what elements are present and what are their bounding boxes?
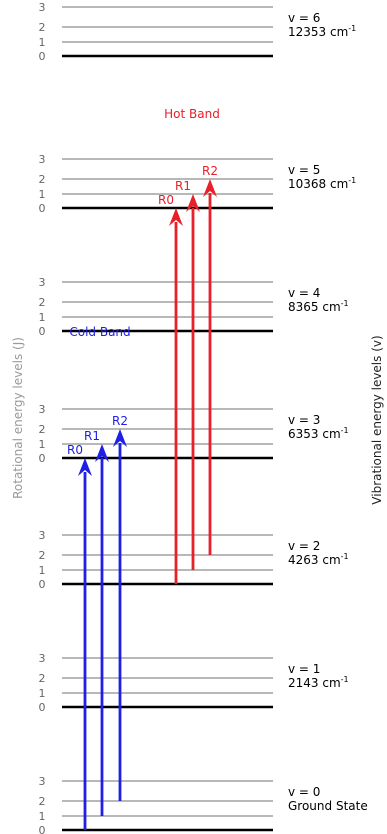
- transition-arrow-head: [113, 429, 127, 447]
- rot-level-number: 0: [39, 824, 46, 834]
- transition-arrow-head: [78, 458, 92, 476]
- vib-level-energy: 10368 cm-1: [288, 176, 356, 191]
- unit-superscript: -1: [341, 552, 349, 561]
- vib-level-label: v = 1: [288, 662, 320, 676]
- vib-level-energy: 6353 cm-1: [288, 426, 349, 441]
- vib-level-label: v = 3: [288, 413, 320, 427]
- rot-level-number: 3: [39, 652, 46, 665]
- transition-arrow-head: [203, 179, 217, 197]
- rot-level-number: 1: [39, 311, 46, 324]
- vib-level-label: v = 5: [288, 163, 320, 177]
- rot-level-number: 0: [39, 202, 46, 215]
- vibrational-level-6: 01 2 3: [39, 1, 273, 63]
- rot-level-number: 1: [39, 564, 46, 577]
- unit-superscript: -1: [341, 299, 349, 308]
- rot-level-number: 2: [39, 672, 46, 685]
- rot-level-number: 2: [39, 423, 46, 436]
- rot-level-number: 2: [39, 549, 46, 562]
- transition-label: R1: [175, 179, 191, 193]
- vib-level-energy: 8365 cm-1: [288, 299, 349, 314]
- rot-level-number: 3: [39, 403, 46, 416]
- rot-level-number: 2: [39, 173, 46, 186]
- vib-level-energy: Ground State: [288, 799, 368, 813]
- band-name: Hot Band: [164, 107, 220, 121]
- rot-level-number: 0: [39, 452, 46, 465]
- vibrational-level-2: 01 2 3: [39, 529, 273, 591]
- rot-level-number: 0: [39, 578, 46, 591]
- unit-superscript: -1: [348, 176, 356, 185]
- vibrational-level-4: 01 2 3: [39, 276, 273, 338]
- transition-label: R2: [202, 164, 218, 178]
- transition-arrow-head: [95, 444, 109, 462]
- transition-label: R0: [67, 443, 83, 457]
- unit-superscript: -1: [341, 426, 349, 435]
- transition-label: R2: [112, 414, 128, 428]
- transition-label: R0: [158, 193, 174, 207]
- vib-level-label: v = 4: [288, 286, 320, 300]
- rot-level-number: 3: [39, 153, 46, 166]
- rot-level-number: 3: [39, 775, 46, 788]
- rot-level-number: 2: [39, 296, 46, 309]
- vib-level-label: v = 6: [288, 11, 320, 25]
- rot-level-number: 2: [39, 795, 46, 808]
- vibrational-axis-label: Vibrational energy levels (v): [370, 335, 384, 504]
- vibrational-level-5: 01 2 3: [39, 153, 273, 215]
- rot-level-number: 1: [39, 810, 46, 823]
- vib-level-label: v = 2: [288, 539, 320, 553]
- rot-level-number: 3: [39, 276, 46, 289]
- rot-level-number: 0: [39, 701, 46, 714]
- rot-level-number: 3: [39, 529, 46, 542]
- vib-level-label: v = 0: [288, 785, 320, 799]
- rot-level-number: 0: [39, 325, 46, 338]
- transition-label: R1: [84, 429, 100, 443]
- rot-level-number: 1: [39, 687, 46, 700]
- vib-level-energy: 12353 cm-1: [288, 24, 356, 39]
- rot-level-number: 1: [39, 438, 46, 451]
- vibrational-level-1: 01 2 3: [39, 652, 273, 714]
- vibrational-level-0: 01 2 3: [39, 775, 273, 834]
- transition-arrow-head: [186, 194, 200, 212]
- band-name: Cold Band: [69, 325, 130, 339]
- rot-level-number: 3: [39, 1, 46, 14]
- rot-level-number: 2: [39, 21, 46, 34]
- rot-level-number: 1: [39, 36, 46, 49]
- rot-level-number: 0: [39, 50, 46, 63]
- rot-level-number: 1: [39, 188, 46, 201]
- unit-superscript: -1: [348, 24, 356, 33]
- vib-level-energy: 2143 cm-1: [288, 675, 349, 690]
- unit-superscript: -1: [341, 675, 349, 684]
- transition-arrow-head: [169, 208, 183, 226]
- vib-level-energy: 4263 cm-1: [288, 552, 349, 567]
- rotational-axis-label: Rotational energy levels (J): [11, 337, 25, 499]
